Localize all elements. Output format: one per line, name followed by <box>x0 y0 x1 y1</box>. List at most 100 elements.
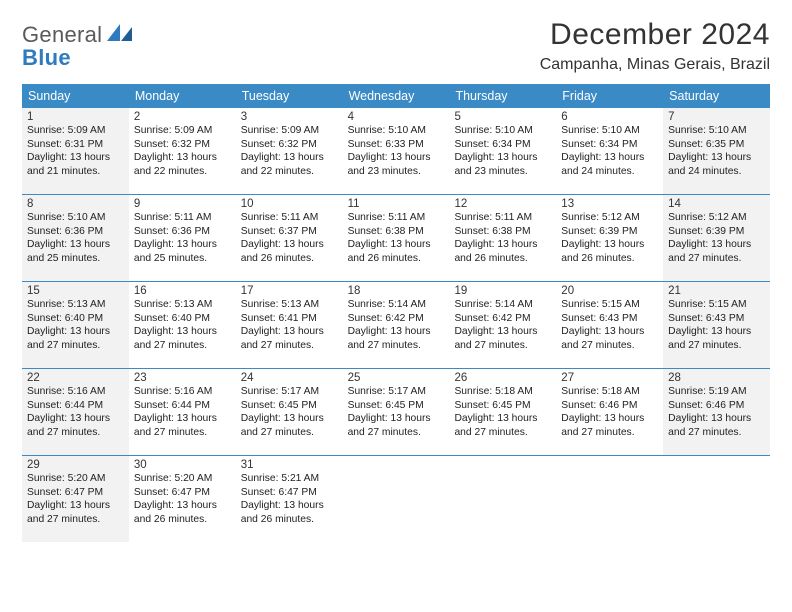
daylight-line: Daylight: 13 hours <box>561 412 658 426</box>
day-number: 29 <box>27 459 124 471</box>
day-number: 26 <box>454 372 551 384</box>
calendar-week-row: 8Sunrise: 5:10 AMSunset: 6:36 PMDaylight… <box>22 195 770 282</box>
sunrise-line: Sunrise: 5:10 AM <box>454 124 551 138</box>
logo-sail-icon <box>107 24 133 47</box>
calendar-cell: 18Sunrise: 5:14 AMSunset: 6:42 PMDayligh… <box>343 282 450 368</box>
sunrise-line: Sunrise: 5:17 AM <box>241 385 338 399</box>
calendar-week-row: 15Sunrise: 5:13 AMSunset: 6:40 PMDayligh… <box>22 282 770 369</box>
daylight-line: Daylight: 13 hours <box>134 412 231 426</box>
sunrise-line: Sunrise: 5:11 AM <box>241 211 338 225</box>
day-header: Friday <box>556 84 663 108</box>
calendar-cell: 6Sunrise: 5:10 AMSunset: 6:34 PMDaylight… <box>556 108 663 194</box>
sunrise-line: Sunrise: 5:09 AM <box>241 124 338 138</box>
sunrise-line: Sunrise: 5:11 AM <box>454 211 551 225</box>
daylight-line: Daylight: 13 hours <box>348 238 445 252</box>
day-number: 14 <box>668 198 765 210</box>
calendar-week-row: 22Sunrise: 5:16 AMSunset: 6:44 PMDayligh… <box>22 369 770 456</box>
sunrise-line: Sunrise: 5:15 AM <box>668 298 765 312</box>
daylight-line: Daylight: 13 hours <box>134 499 231 513</box>
daylight-line: and 25 minutes. <box>134 252 231 266</box>
calendar-cell: 9Sunrise: 5:11 AMSunset: 6:36 PMDaylight… <box>129 195 236 281</box>
sunset-line: Sunset: 6:36 PM <box>27 225 124 239</box>
sunrise-line: Sunrise: 5:21 AM <box>241 472 338 486</box>
calendar-cell: 29Sunrise: 5:20 AMSunset: 6:47 PMDayligh… <box>22 456 129 542</box>
calendar-table: SundayMondayTuesdayWednesdayThursdayFrid… <box>22 84 770 542</box>
day-header: Saturday <box>663 84 770 108</box>
daylight-line: Daylight: 13 hours <box>241 151 338 165</box>
calendar-header-row: SundayMondayTuesdayWednesdayThursdayFrid… <box>22 84 770 108</box>
day-number: 27 <box>561 372 658 384</box>
day-number: 13 <box>561 198 658 210</box>
calendar-cell: 21Sunrise: 5:15 AMSunset: 6:43 PMDayligh… <box>663 282 770 368</box>
daylight-line: and 27 minutes. <box>668 339 765 353</box>
daylight-line: and 26 minutes. <box>561 252 658 266</box>
sunset-line: Sunset: 6:34 PM <box>561 138 658 152</box>
sunset-line: Sunset: 6:32 PM <box>241 138 338 152</box>
day-number: 5 <box>454 111 551 123</box>
sunset-line: Sunset: 6:35 PM <box>668 138 765 152</box>
calendar-cell: 30Sunrise: 5:20 AMSunset: 6:47 PMDayligh… <box>129 456 236 542</box>
day-number: 18 <box>348 285 445 297</box>
calendar-cell: 26Sunrise: 5:18 AMSunset: 6:45 PMDayligh… <box>449 369 556 455</box>
daylight-line: Daylight: 13 hours <box>134 238 231 252</box>
calendar-cell: 7Sunrise: 5:10 AMSunset: 6:35 PMDaylight… <box>663 108 770 194</box>
sunset-line: Sunset: 6:40 PM <box>27 312 124 326</box>
calendar-cell-empty <box>663 456 770 542</box>
daylight-line: Daylight: 13 hours <box>668 238 765 252</box>
sunset-line: Sunset: 6:47 PM <box>27 486 124 500</box>
calendar-cell-empty <box>449 456 556 542</box>
sunset-line: Sunset: 6:47 PM <box>134 486 231 500</box>
daylight-line: Daylight: 13 hours <box>348 151 445 165</box>
calendar-cell: 8Sunrise: 5:10 AMSunset: 6:36 PMDaylight… <box>22 195 129 281</box>
calendar-cell-empty <box>556 456 663 542</box>
logo: General Blue <box>22 18 133 70</box>
day-number: 25 <box>348 372 445 384</box>
sunrise-line: Sunrise: 5:14 AM <box>454 298 551 312</box>
daylight-line: Daylight: 13 hours <box>27 412 124 426</box>
calendar-cell: 13Sunrise: 5:12 AMSunset: 6:39 PMDayligh… <box>556 195 663 281</box>
daylight-line: and 25 minutes. <box>27 252 124 266</box>
day-number: 23 <box>134 372 231 384</box>
daylight-line: Daylight: 13 hours <box>454 238 551 252</box>
daylight-line: and 27 minutes. <box>27 513 124 527</box>
sunset-line: Sunset: 6:47 PM <box>241 486 338 500</box>
day-number: 2 <box>134 111 231 123</box>
sunset-line: Sunset: 6:40 PM <box>134 312 231 326</box>
daylight-line: and 27 minutes. <box>561 339 658 353</box>
calendar-cell: 3Sunrise: 5:09 AMSunset: 6:32 PMDaylight… <box>236 108 343 194</box>
daylight-line: and 27 minutes. <box>454 426 551 440</box>
sunset-line: Sunset: 6:46 PM <box>668 399 765 413</box>
sunrise-line: Sunrise: 5:12 AM <box>561 211 658 225</box>
calendar-cell: 12Sunrise: 5:11 AMSunset: 6:38 PMDayligh… <box>449 195 556 281</box>
daylight-line: and 26 minutes. <box>241 513 338 527</box>
daylight-line: Daylight: 13 hours <box>454 151 551 165</box>
sunset-line: Sunset: 6:44 PM <box>134 399 231 413</box>
calendar-cell: 23Sunrise: 5:16 AMSunset: 6:44 PMDayligh… <box>129 369 236 455</box>
calendar-cell: 1Sunrise: 5:09 AMSunset: 6:31 PMDaylight… <box>22 108 129 194</box>
sunset-line: Sunset: 6:43 PM <box>668 312 765 326</box>
daylight-line: Daylight: 13 hours <box>561 151 658 165</box>
daylight-line: and 27 minutes. <box>561 426 658 440</box>
day-number: 21 <box>668 285 765 297</box>
sunrise-line: Sunrise: 5:10 AM <box>348 124 445 138</box>
daylight-line: and 27 minutes. <box>134 426 231 440</box>
sunset-line: Sunset: 6:38 PM <box>348 225 445 239</box>
calendar-week-row: 1Sunrise: 5:09 AMSunset: 6:31 PMDaylight… <box>22 108 770 195</box>
day-number: 9 <box>134 198 231 210</box>
calendar-cell: 25Sunrise: 5:17 AMSunset: 6:45 PMDayligh… <box>343 369 450 455</box>
day-number: 20 <box>561 285 658 297</box>
daylight-line: Daylight: 13 hours <box>668 325 765 339</box>
sunset-line: Sunset: 6:39 PM <box>668 225 765 239</box>
sunrise-line: Sunrise: 5:19 AM <box>668 385 765 399</box>
sunrise-line: Sunrise: 5:09 AM <box>27 124 124 138</box>
sunrise-line: Sunrise: 5:14 AM <box>348 298 445 312</box>
daylight-line: and 24 minutes. <box>561 165 658 179</box>
daylight-line: Daylight: 13 hours <box>348 412 445 426</box>
daylight-line: Daylight: 13 hours <box>561 325 658 339</box>
sunset-line: Sunset: 6:38 PM <box>454 225 551 239</box>
calendar-cell: 27Sunrise: 5:18 AMSunset: 6:46 PMDayligh… <box>556 369 663 455</box>
logo-word-blue: Blue <box>22 45 71 70</box>
daylight-line: and 21 minutes. <box>27 165 124 179</box>
sunset-line: Sunset: 6:37 PM <box>241 225 338 239</box>
daylight-line: Daylight: 13 hours <box>241 238 338 252</box>
